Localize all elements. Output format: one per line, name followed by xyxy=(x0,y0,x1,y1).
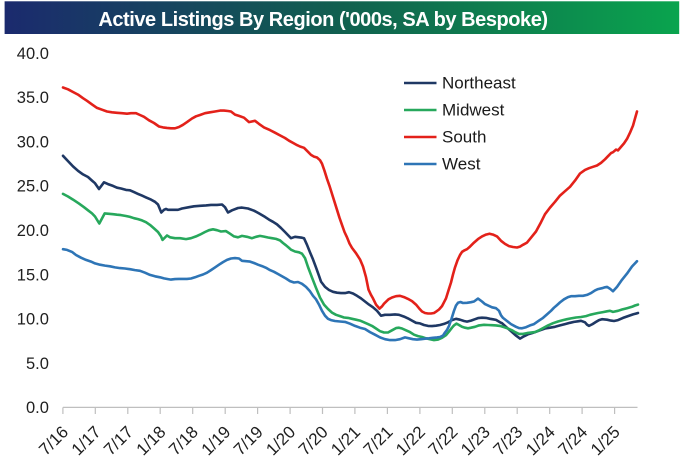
svg-text:7/23: 7/23 xyxy=(490,422,527,459)
svg-text:7/24: 7/24 xyxy=(554,422,591,459)
svg-text:35.0: 35.0 xyxy=(17,89,49,107)
svg-text:1/17: 1/17 xyxy=(68,422,105,459)
svg-text:7/19: 7/19 xyxy=(230,422,267,459)
svg-text:25.0: 25.0 xyxy=(17,178,49,196)
svg-text:1/25: 1/25 xyxy=(587,422,624,459)
svg-text:Midwest: Midwest xyxy=(442,101,505,120)
svg-text:5.0: 5.0 xyxy=(26,355,49,373)
svg-text:West: West xyxy=(442,155,481,174)
svg-text:1/20: 1/20 xyxy=(262,422,299,459)
svg-text:Active Listings By Region ('00: Active Listings By Region ('000s, SA by … xyxy=(98,9,547,31)
svg-text:7/21: 7/21 xyxy=(360,422,397,459)
svg-text:7/17: 7/17 xyxy=(100,422,137,459)
svg-text:1/18: 1/18 xyxy=(133,422,170,459)
svg-text:7/16: 7/16 xyxy=(35,422,72,459)
svg-text:0.0: 0.0 xyxy=(26,399,49,417)
svg-text:7/22: 7/22 xyxy=(425,422,462,459)
svg-text:7/18: 7/18 xyxy=(165,422,202,459)
svg-text:15.0: 15.0 xyxy=(17,266,49,284)
svg-text:South: South xyxy=(442,128,486,147)
svg-text:Northeast: Northeast xyxy=(442,74,516,93)
svg-text:40.0: 40.0 xyxy=(17,45,49,63)
svg-text:1/21: 1/21 xyxy=(327,422,364,459)
svg-text:1/22: 1/22 xyxy=(392,422,429,459)
svg-text:1/19: 1/19 xyxy=(198,422,235,459)
svg-text:30.0: 30.0 xyxy=(17,133,49,151)
svg-text:1/23: 1/23 xyxy=(457,422,494,459)
svg-text:1/24: 1/24 xyxy=(522,422,559,459)
svg-text:10.0: 10.0 xyxy=(17,311,49,329)
svg-text:7/20: 7/20 xyxy=(295,422,332,459)
svg-text:20.0: 20.0 xyxy=(17,222,49,240)
